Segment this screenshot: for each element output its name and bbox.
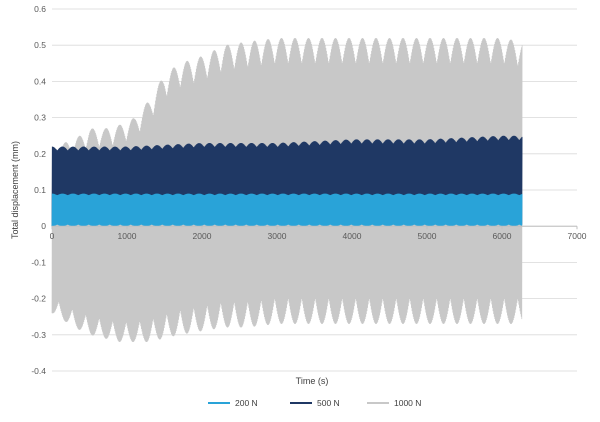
x-axis-title: Time (s) (296, 376, 329, 386)
x-tick-label: 7000 (568, 231, 587, 241)
x-tick-label: 3000 (268, 231, 287, 241)
x-tick-label: 6000 (493, 231, 512, 241)
x-tick-label: 1000 (118, 231, 137, 241)
series-line-200n (51, 193, 523, 227)
y-tick-label: 0.2 (34, 149, 46, 159)
legend-label: 200 N (235, 398, 258, 408)
x-tick-label: 2000 (193, 231, 212, 241)
y-tick-label: 0 (41, 221, 46, 231)
x-tick-label: 5000 (418, 231, 437, 241)
y-tick-label: -0.3 (31, 330, 46, 340)
x-tick-label: 0 (50, 231, 55, 241)
y-tick-label: 0.3 (34, 113, 46, 123)
y-tick-label: 0.4 (34, 76, 46, 86)
axes (51, 225, 578, 230)
legend-label: 500 N (317, 398, 340, 408)
x-tick-label: 4000 (343, 231, 362, 241)
y-tick-label: 0.1 (34, 185, 46, 195)
y-tick-label: -0.2 (31, 294, 46, 304)
series-layer (51, 37, 523, 343)
y-tick-label: 0.6 (34, 4, 46, 14)
y-tick-label: 0.5 (34, 40, 46, 50)
legend-label: 1000 N (394, 398, 421, 408)
y-tick-label: -0.4 (31, 366, 46, 376)
y-axis-title: Total displacement (mm) (10, 141, 20, 239)
legend: 200 N 500 N 1000 N (208, 398, 421, 408)
tick-labels: 0.6 0.5 0.4 0.3 0.2 0.1 0 -0.1 -0.2 -0.3 -0.4 0 1000… (31, 4, 586, 376)
y-tick-label: -0.1 (31, 257, 46, 267)
